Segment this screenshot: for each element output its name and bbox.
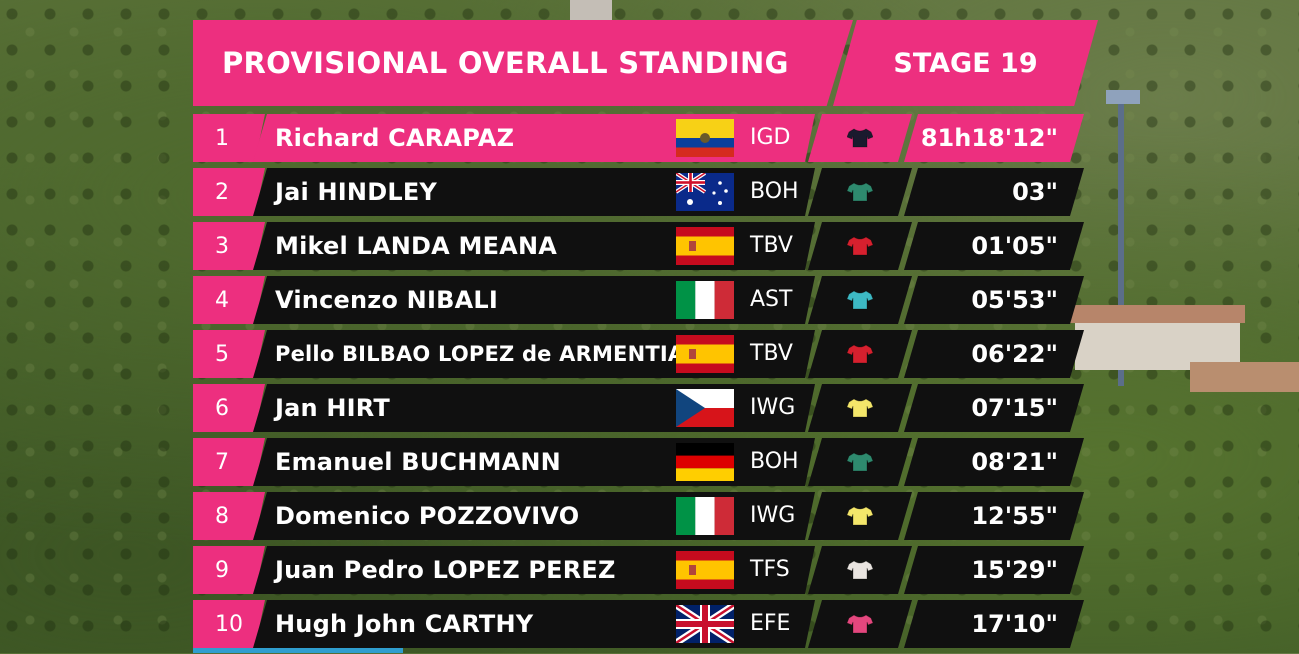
rank-number: 7 xyxy=(193,438,265,486)
time-gap: 07'15" xyxy=(904,384,1084,432)
team-jersey-icon xyxy=(808,438,912,486)
rank-number: 10 xyxy=(193,600,265,648)
team-jersey-icon xyxy=(808,546,912,594)
flag-ecuador-icon xyxy=(676,119,734,157)
standings-header: PROVISIONAL OVERALL STANDING STAGE 19 xyxy=(193,20,1098,106)
rider-info: Mikel LANDA MEANA TBV xyxy=(253,222,815,270)
team-jersey-icon xyxy=(808,330,912,378)
time-gap: 08'21" xyxy=(904,438,1084,486)
rank-number: 5 xyxy=(193,330,265,378)
rank-number: 2 xyxy=(193,168,265,216)
rider-name: Pello BILBAO LOPEZ de ARMENTIA xyxy=(275,342,685,366)
flag-germany-icon xyxy=(676,443,734,481)
time-gap: 81h18'12" xyxy=(904,114,1084,162)
standings-table: 1 Richard CARAPAZ IGD 81h18'12" 2 Jai HINDLEY… xyxy=(193,114,1088,654)
standing-row: 2 Jai HINDLEY BOH 03" xyxy=(193,168,1088,216)
flag-spain-icon xyxy=(676,335,734,373)
rider-name: Jan HIRT xyxy=(275,394,390,422)
standings-title: PROVISIONAL OVERALL STANDING xyxy=(193,20,853,106)
team-jersey-icon xyxy=(808,222,912,270)
flag-spain-icon xyxy=(676,551,734,589)
rider-name: Mikel LANDA MEANA xyxy=(275,232,558,260)
rank-number: 3 xyxy=(193,222,265,270)
flag-italy-icon xyxy=(676,281,734,319)
team-jersey-icon xyxy=(808,384,912,432)
flag-czech-icon xyxy=(676,389,734,427)
rider-name: Hugh John CARTHY xyxy=(275,610,534,638)
flag-italy-icon xyxy=(676,497,734,535)
team-jersey-icon xyxy=(808,492,912,540)
background-light-pole-top xyxy=(1106,90,1140,104)
time-gap: 12'55" xyxy=(904,492,1084,540)
rider-info: Richard CARAPAZ IGD xyxy=(253,114,815,162)
time-gap: 06'22" xyxy=(904,330,1084,378)
standing-row: 4 Vincenzo NIBALI AST 05'53" xyxy=(193,276,1088,324)
rider-info: Pello BILBAO LOPEZ de ARMENTIA TBV xyxy=(253,330,815,378)
rider-info: Juan Pedro LOPEZ PEREZ TFS xyxy=(253,546,815,594)
rank-number: 4 xyxy=(193,276,265,324)
bottom-accent-strip xyxy=(193,648,403,653)
team-jersey-icon xyxy=(808,114,912,162)
background-tower xyxy=(570,0,612,20)
rider-info: Domenico POZZOVIVO IWG xyxy=(253,492,815,540)
standing-row: 5 Pello BILBAO LOPEZ de ARMENTIA TBV 06'22" xyxy=(193,330,1088,378)
standing-row: 9 Juan Pedro LOPEZ PEREZ TFS 15'29" xyxy=(193,546,1088,594)
standing-row: 6 Jan HIRT IWG 07'15" xyxy=(193,384,1088,432)
team-jersey-icon xyxy=(808,276,912,324)
rider-info: Emanuel BUCHMANN BOH xyxy=(253,438,815,486)
standing-row: 3 Mikel LANDA MEANA TBV 01'05" xyxy=(193,222,1088,270)
flag-spain-icon xyxy=(676,227,734,265)
rider-name: Domenico POZZOVIVO xyxy=(275,502,580,530)
rider-name: Jai HINDLEY xyxy=(275,178,437,206)
rider-info: Hugh John CARTHY EFE xyxy=(253,600,815,648)
time-gap: 15'29" xyxy=(904,546,1084,594)
background-roof xyxy=(1190,362,1299,392)
rank-number: 9 xyxy=(193,546,265,594)
stage-label: STAGE 19 xyxy=(833,20,1098,106)
rank-number: 6 xyxy=(193,384,265,432)
team-code: TBV xyxy=(750,233,793,258)
rank-number: 8 xyxy=(193,492,265,540)
team-code: TFS xyxy=(750,557,790,582)
team-code: AST xyxy=(750,287,793,312)
time-gap: 03" xyxy=(904,168,1084,216)
standing-row: 8 Domenico POZZOVIVO IWG 12'55" xyxy=(193,492,1088,540)
rider-name: Richard CARAPAZ xyxy=(275,124,515,152)
rider-name: Emanuel BUCHMANN xyxy=(275,448,561,476)
standing-row: 10 Hugh John CARTHY EFE 17'10" xyxy=(193,600,1088,648)
rider-info: Jai HINDLEY BOH xyxy=(253,168,815,216)
rank-number: 1 xyxy=(193,114,265,162)
team-code: TBV xyxy=(750,341,793,366)
time-gap: 01'05" xyxy=(904,222,1084,270)
time-gap: 17'10" xyxy=(904,600,1084,648)
rider-info: Jan HIRT IWG xyxy=(253,384,815,432)
rider-info: Vincenzo NIBALI AST xyxy=(253,276,815,324)
team-jersey-icon xyxy=(808,600,912,648)
team-code: EFE xyxy=(750,611,791,636)
background-building-roof xyxy=(1070,305,1245,323)
time-gap: 05'53" xyxy=(904,276,1084,324)
team-jersey-icon xyxy=(808,168,912,216)
rider-name: Vincenzo NIBALI xyxy=(275,286,498,314)
flag-australia-icon xyxy=(676,173,734,211)
standing-row: 1 Richard CARAPAZ IGD 81h18'12" xyxy=(193,114,1088,162)
flag-uk-icon xyxy=(676,605,734,643)
team-code: IWG xyxy=(750,395,796,420)
background-light-pole xyxy=(1118,96,1124,386)
standing-row: 7 Emanuel BUCHMANN BOH 08'21" xyxy=(193,438,1088,486)
team-code: BOH xyxy=(750,449,799,474)
team-code: IGD xyxy=(750,125,791,150)
team-code: IWG xyxy=(750,503,796,528)
rider-name: Juan Pedro LOPEZ PEREZ xyxy=(275,556,616,584)
team-code: BOH xyxy=(750,179,799,204)
